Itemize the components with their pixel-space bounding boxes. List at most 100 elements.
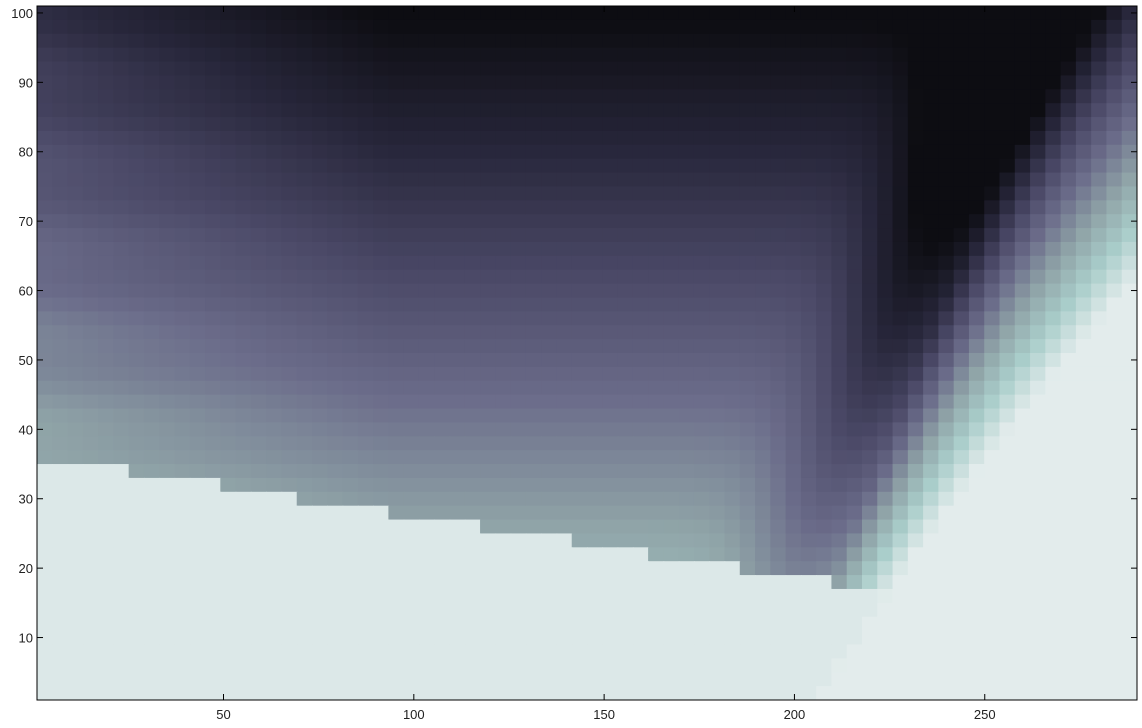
heatmap-cell bbox=[892, 117, 909, 132]
heatmap-cell bbox=[464, 366, 481, 382]
heatmap-cell bbox=[1030, 269, 1047, 285]
heatmap-cell bbox=[632, 394, 649, 410]
heatmap-cell bbox=[923, 311, 940, 327]
heatmap-cell bbox=[800, 130, 817, 146]
heatmap-cell bbox=[602, 33, 619, 49]
y-tick-label: 90 bbox=[19, 75, 33, 90]
x-axis: 50 100 150 200 250 bbox=[216, 6, 996, 722]
heatmap-cell bbox=[235, 19, 252, 35]
heatmap-cell bbox=[174, 75, 191, 91]
heatmap-cell bbox=[1060, 644, 1077, 660]
heatmap-cell bbox=[82, 602, 99, 618]
heatmap-cell bbox=[816, 491, 833, 507]
heatmap-cell bbox=[98, 241, 115, 257]
heatmap-cell bbox=[602, 533, 619, 549]
y-tick-label: 50 bbox=[19, 353, 33, 368]
heatmap-cell bbox=[587, 672, 604, 687]
heatmap-cell bbox=[663, 602, 680, 618]
heatmap-cell bbox=[434, 158, 451, 174]
heatmap-cell bbox=[250, 130, 267, 146]
heatmap-cell bbox=[37, 103, 54, 118]
heatmap-cell bbox=[250, 89, 267, 104]
heatmap-cell bbox=[98, 630, 115, 646]
heatmap-cell bbox=[770, 658, 787, 674]
heatmap-cell bbox=[449, 241, 466, 257]
heatmap-cell bbox=[571, 255, 588, 271]
heatmap-cell bbox=[663, 491, 680, 507]
heatmap-cell bbox=[663, 6, 680, 21]
heatmap-cell bbox=[1091, 588, 1108, 604]
heatmap-cell bbox=[968, 561, 986, 576]
heatmap-cell bbox=[1014, 130, 1031, 146]
heatmap-cell bbox=[342, 200, 359, 215]
heatmap-cell bbox=[342, 505, 359, 521]
heatmap-cell bbox=[220, 672, 237, 687]
heatmap-cell bbox=[785, 214, 802, 229]
heatmap-cell bbox=[1121, 186, 1137, 202]
heatmap-cell bbox=[953, 408, 970, 424]
heatmap-cell bbox=[159, 75, 176, 91]
heatmap-cell bbox=[220, 519, 237, 535]
heatmap-cell bbox=[1091, 436, 1108, 451]
heatmap-cell bbox=[1014, 408, 1031, 424]
heatmap-cell bbox=[250, 519, 267, 535]
heatmap-cell bbox=[464, 158, 481, 174]
heatmap-cell bbox=[327, 547, 344, 562]
heatmap-cell bbox=[968, 644, 986, 660]
heatmap-cell bbox=[1106, 130, 1123, 146]
heatmap-cell bbox=[113, 47, 130, 63]
heatmap-cell bbox=[907, 575, 924, 590]
heatmap-cell bbox=[128, 505, 145, 521]
heatmap-cell bbox=[37, 519, 54, 535]
heatmap-cell bbox=[403, 575, 420, 590]
heatmap-cell bbox=[52, 75, 69, 91]
heatmap-cell bbox=[67, 491, 84, 507]
heatmap-cell bbox=[281, 575, 298, 590]
heatmap-cell bbox=[357, 19, 374, 35]
heatmap-cell bbox=[770, 366, 787, 382]
heatmap-cell bbox=[159, 325, 176, 340]
heatmap-cell bbox=[587, 19, 604, 35]
heatmap-cell bbox=[816, 89, 833, 104]
heatmap-cell bbox=[663, 575, 680, 590]
heatmap-cell bbox=[37, 477, 54, 493]
heatmap-cell bbox=[312, 283, 329, 299]
heatmap-cell bbox=[709, 158, 726, 174]
heatmap-cell bbox=[525, 575, 542, 590]
heatmap-cell bbox=[739, 311, 756, 327]
heatmap-cell bbox=[296, 505, 313, 521]
heatmap-cell bbox=[113, 602, 130, 618]
heatmap-cell bbox=[938, 394, 955, 410]
heatmap-cell bbox=[159, 561, 176, 576]
heatmap-cell bbox=[877, 269, 894, 285]
heatmap-cell bbox=[174, 672, 191, 687]
heatmap-cell bbox=[907, 186, 924, 202]
heatmap-cell bbox=[846, 616, 863, 632]
heatmap-cell bbox=[724, 311, 741, 327]
heatmap-cell bbox=[541, 450, 558, 465]
heatmap-cell bbox=[739, 672, 756, 687]
heatmap-cell bbox=[67, 602, 84, 618]
heatmap-cell bbox=[785, 117, 802, 132]
heatmap-cell bbox=[663, 408, 680, 424]
heatmap-cell bbox=[128, 103, 145, 118]
heatmap-cell bbox=[449, 130, 466, 146]
heatmap-cell bbox=[632, 491, 649, 507]
heatmap-cell bbox=[480, 491, 497, 507]
heatmap-cell bbox=[968, 380, 986, 396]
heatmap-cell bbox=[82, 214, 99, 229]
heatmap-cell bbox=[312, 575, 329, 590]
heatmap-cell bbox=[143, 325, 161, 340]
heatmap-cell bbox=[128, 214, 145, 229]
heatmap-cell bbox=[418, 297, 436, 313]
heatmap-cell bbox=[1121, 228, 1137, 243]
heatmap-cell bbox=[632, 561, 649, 576]
heatmap-cell bbox=[388, 366, 405, 382]
heatmap-cell bbox=[1030, 172, 1047, 188]
heatmap-cell bbox=[250, 436, 267, 451]
heatmap-cell bbox=[266, 519, 283, 535]
heatmap-cell bbox=[892, 436, 909, 451]
heatmap-cell bbox=[327, 47, 344, 63]
heatmap-cell bbox=[449, 6, 466, 21]
heatmap-cell bbox=[220, 61, 237, 77]
